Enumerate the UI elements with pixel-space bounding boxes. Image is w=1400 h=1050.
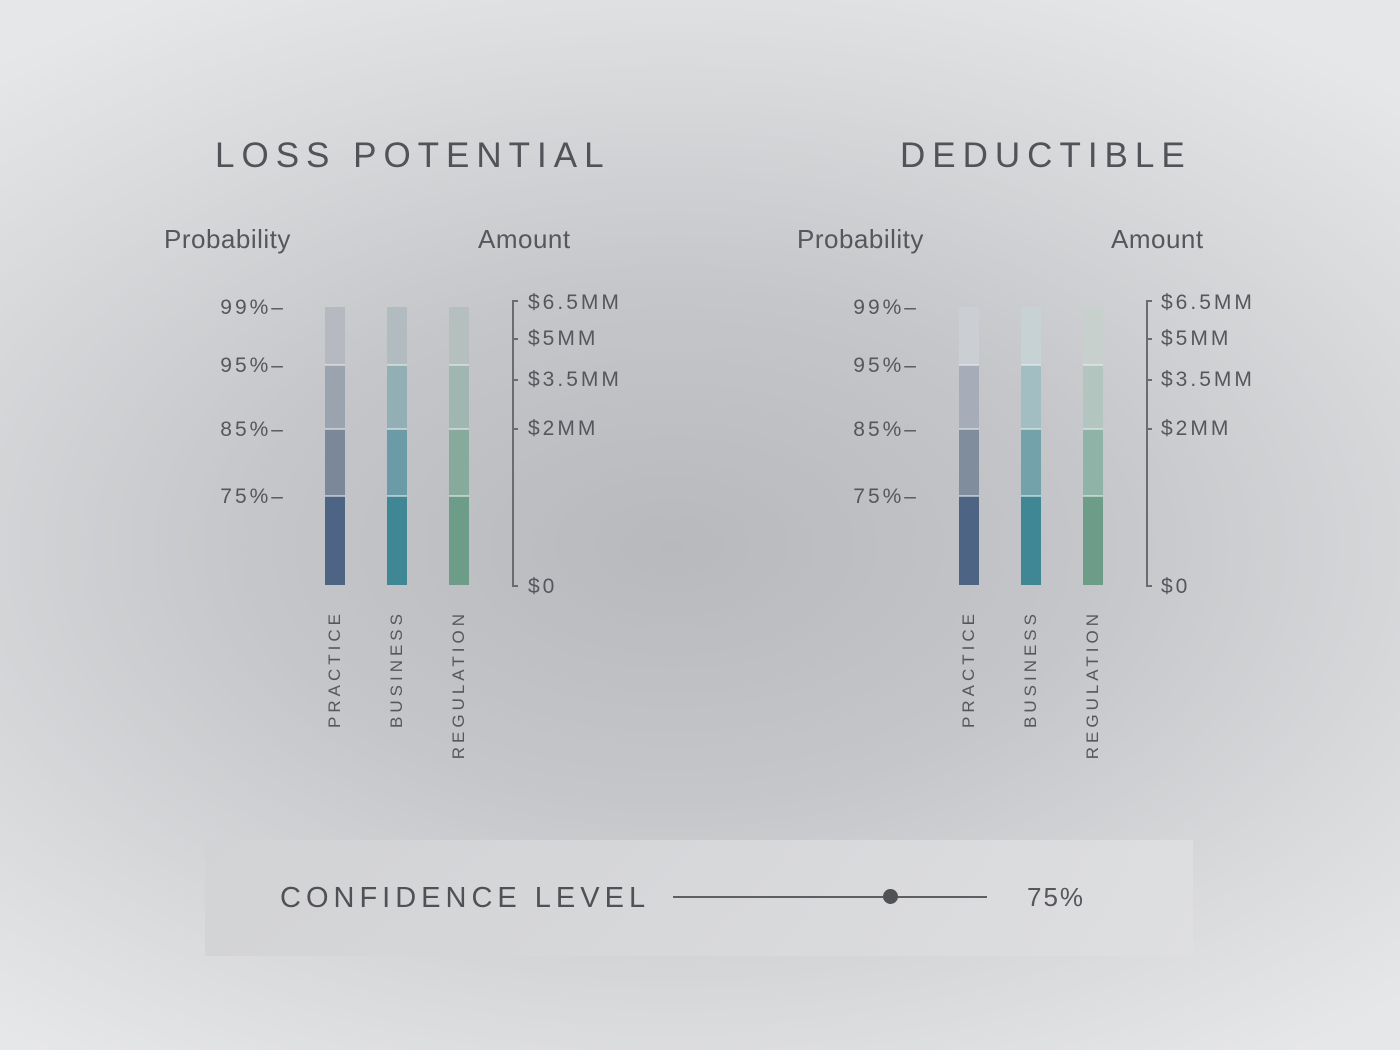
segment-divider [1021, 495, 1041, 497]
slider-track[interactable] [673, 896, 987, 898]
segment-99 [387, 307, 407, 365]
probability-label-99: 99%– [220, 296, 286, 319]
segment-divider [959, 495, 979, 497]
axis-tick [1146, 585, 1152, 587]
segment-75 [325, 496, 345, 585]
segment-95 [1083, 365, 1103, 429]
amount-header: Amount [478, 224, 571, 254]
segment-85 [1083, 429, 1103, 496]
segment-85 [959, 429, 979, 496]
confidence-slider[interactable] [673, 880, 987, 914]
confidence-level-label: CONFIDENCE LEVEL [280, 882, 651, 914]
probability-label-85: 85%– [853, 418, 919, 441]
confidence-value: 75% [1027, 882, 1086, 912]
probability-label-75: 75%– [220, 485, 286, 508]
business-bar[interactable] [1021, 307, 1041, 585]
segment-85 [387, 429, 407, 496]
axis-tick [514, 379, 518, 381]
panel-title: DEDUCTIBLE [900, 136, 1192, 175]
segment-75 [1083, 496, 1103, 585]
segment-75 [449, 496, 469, 585]
practice-bar[interactable] [325, 307, 345, 585]
segment-divider [325, 364, 345, 366]
segment-75 [387, 496, 407, 585]
segment-divider [387, 495, 407, 497]
segment-85 [449, 429, 469, 496]
segment-95 [325, 365, 345, 429]
segment-95 [449, 365, 469, 429]
amount-label-2mm: $2MM [1161, 417, 1232, 440]
probability-header: Probability [797, 224, 924, 254]
axis-tick [1148, 428, 1152, 430]
category-label-business: BUSINESS [1021, 610, 1040, 728]
category-label-practice: PRACTICE [325, 610, 344, 728]
category-label-business: BUSINESS [387, 610, 406, 728]
amount-axis [512, 300, 514, 587]
segment-75 [1021, 496, 1041, 585]
axis-tick [512, 300, 518, 302]
segment-75 [959, 496, 979, 585]
axis-tick [514, 338, 518, 340]
segment-99 [1021, 307, 1041, 365]
amount-label-5mm: $5MM [1161, 327, 1232, 350]
segment-divider [449, 428, 469, 430]
amount-header: Amount [1111, 224, 1204, 254]
segment-85 [1021, 429, 1041, 496]
segment-99 [325, 307, 345, 365]
amount-label-6-5mm: $6.5MM [1161, 291, 1255, 314]
segment-divider [959, 364, 979, 366]
practice-bar[interactable] [959, 307, 979, 585]
probability-label-85: 85%– [220, 418, 286, 441]
slider-thumb[interactable] [882, 889, 898, 904]
category-label-regulation: REGULATION [449, 610, 468, 760]
probability-label-99: 99%– [853, 296, 919, 319]
category-label-practice: PRACTICE [959, 610, 978, 728]
segment-divider [387, 364, 407, 366]
axis-tick [512, 585, 518, 587]
segment-divider [1021, 364, 1041, 366]
segment-99 [959, 307, 979, 365]
business-bar[interactable] [387, 307, 407, 585]
probability-label-95: 95%– [220, 354, 286, 377]
segment-divider [325, 428, 345, 430]
segment-divider [387, 428, 407, 430]
segment-85 [325, 429, 345, 496]
amount-axis [1146, 300, 1148, 587]
axis-tick [1148, 338, 1152, 340]
amount-label-2mm: $2MM [528, 417, 599, 440]
axis-tick [1146, 300, 1152, 302]
segment-95 [1021, 365, 1041, 429]
segment-95 [959, 365, 979, 429]
segment-divider [449, 495, 469, 497]
amount-label-0: $0 [1161, 575, 1191, 598]
segment-divider [959, 428, 979, 430]
axis-tick [514, 428, 518, 430]
segment-divider [1083, 495, 1103, 497]
probability-label-95: 95%– [853, 354, 919, 377]
segment-divider [1083, 364, 1103, 366]
probability-header: Probability [164, 224, 291, 254]
deductible-panel: DEDUCTIBLE Probability Amount 99%– 95%– … [633, 0, 1333, 800]
segment-divider [1021, 428, 1041, 430]
segment-99 [1083, 307, 1103, 365]
segment-divider [325, 495, 345, 497]
regulation-bar[interactable] [449, 307, 469, 585]
amount-label-0: $0 [528, 575, 558, 598]
segment-divider [449, 364, 469, 366]
amount-label-3-5mm: $3.5MM [1161, 368, 1255, 391]
panel-title: LOSS POTENTIAL [215, 136, 611, 175]
segment-95 [387, 365, 407, 429]
segment-99 [449, 307, 469, 365]
regulation-bar[interactable] [1083, 307, 1103, 585]
category-label-regulation: REGULATION [1083, 610, 1102, 760]
axis-tick [1148, 379, 1152, 381]
amount-label-6-5mm: $6.5MM [528, 291, 622, 314]
amount-label-5mm: $5MM [528, 327, 599, 350]
confidence-level-panel: CONFIDENCE LEVEL 75% [205, 840, 1193, 956]
probability-label-75: 75%– [853, 485, 919, 508]
amount-label-3-5mm: $3.5MM [528, 368, 622, 391]
loss-potential-panel: LOSS POTENTIAL Probability Amount 99%– 9… [0, 0, 700, 800]
segment-divider [1083, 428, 1103, 430]
